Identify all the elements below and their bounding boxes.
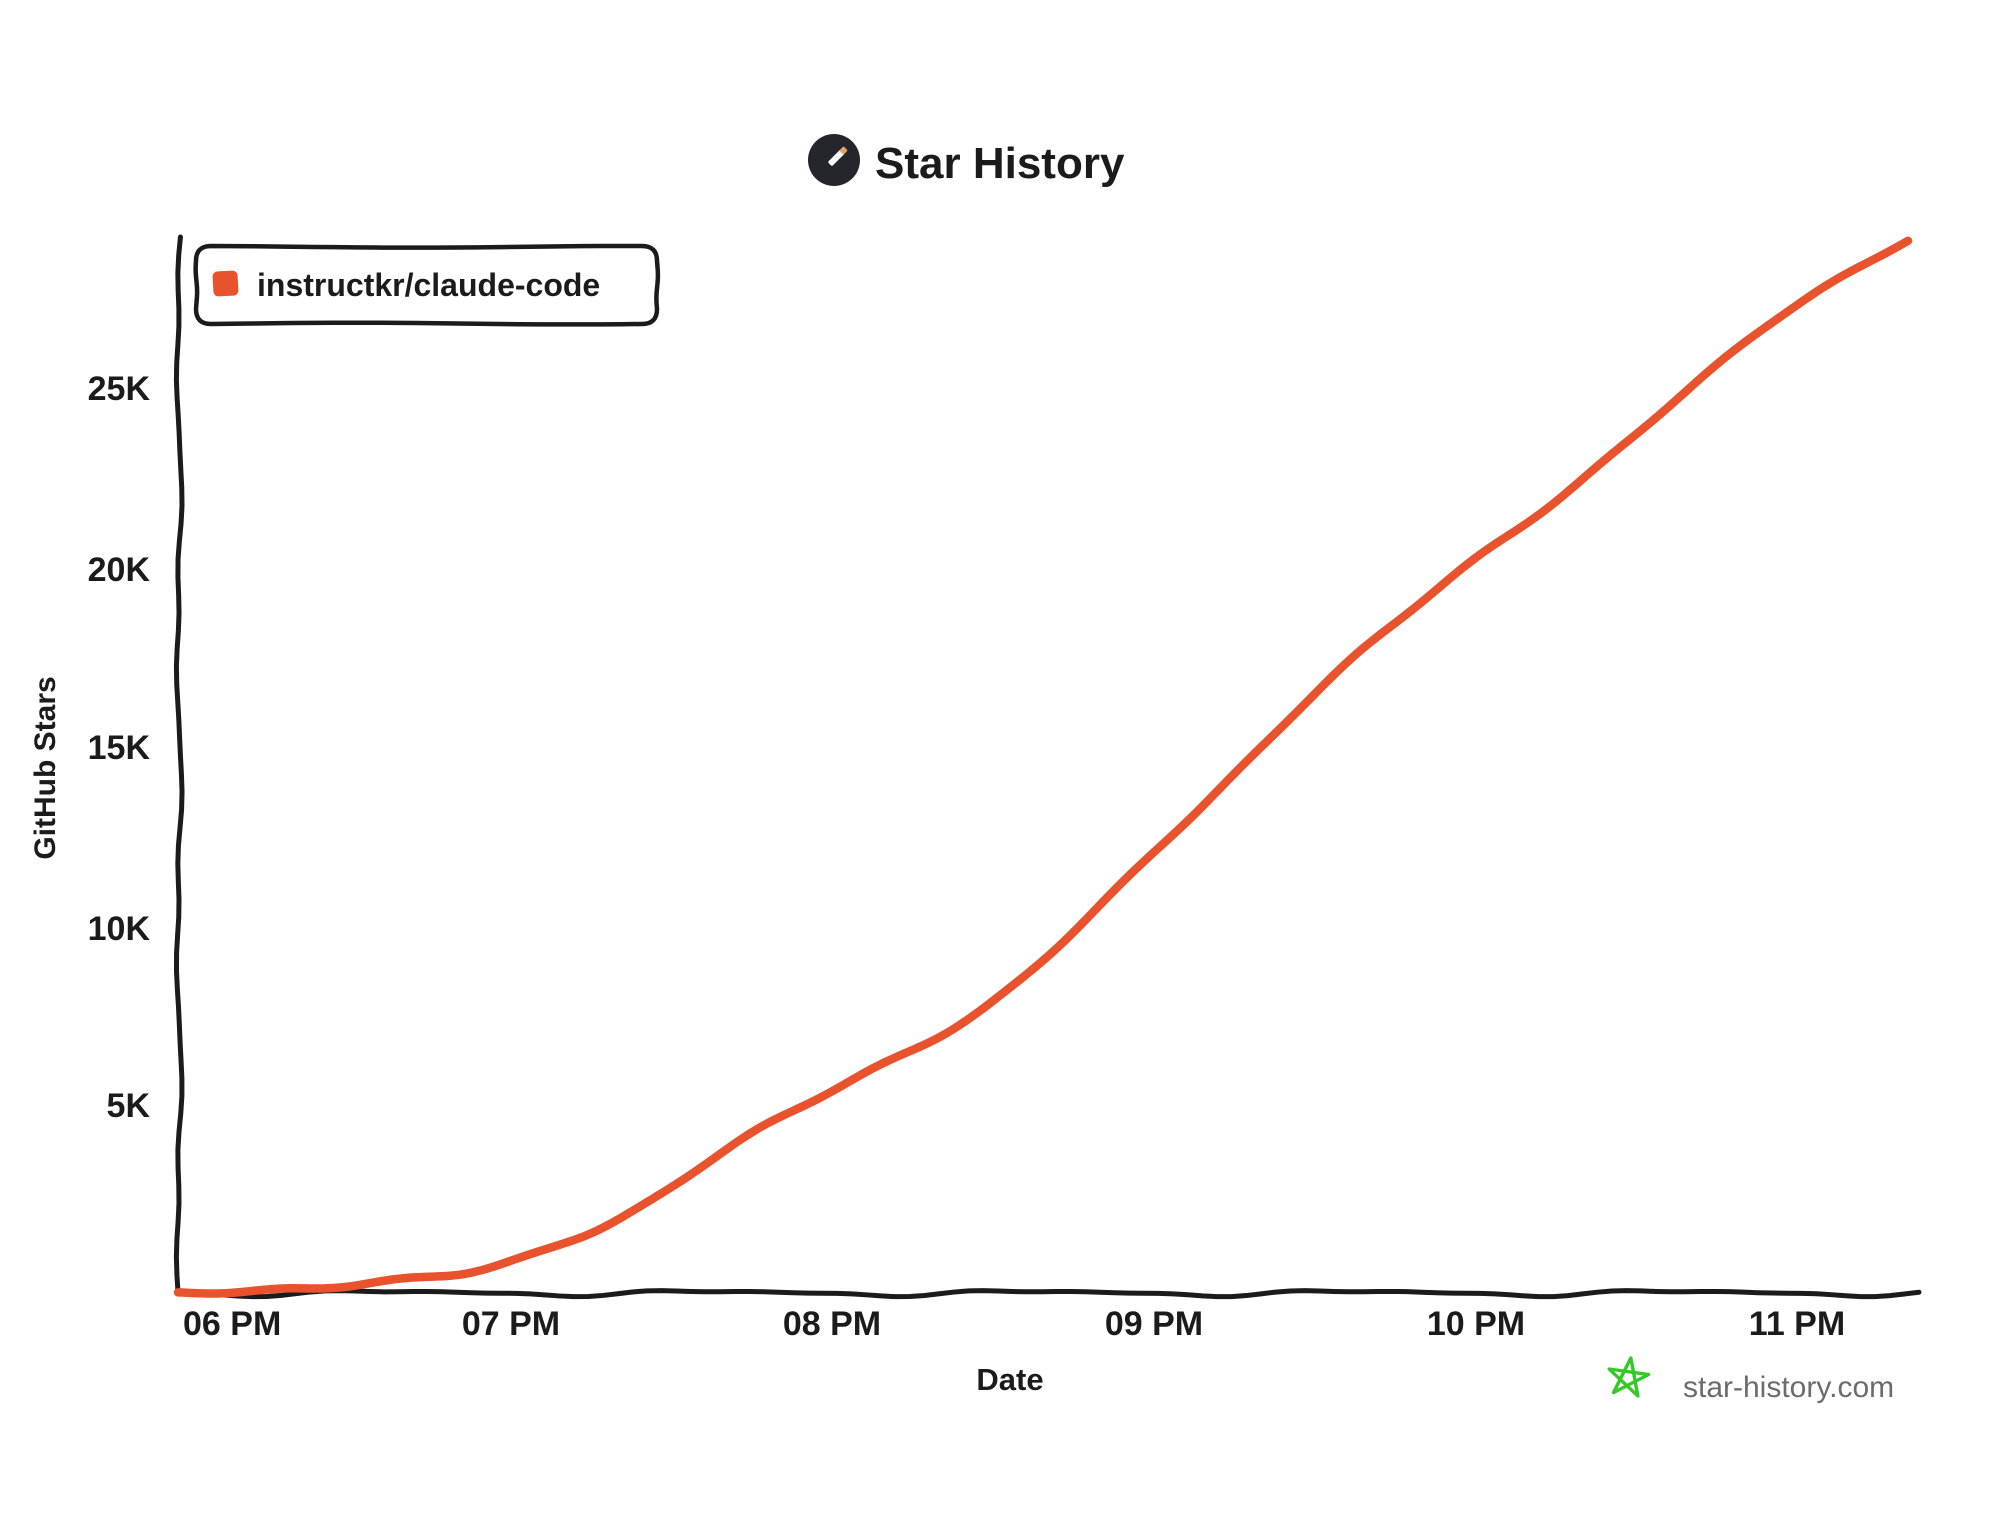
svg-text:instructkr/claude-code: instructkr/claude-code [257, 267, 600, 303]
svg-text:5K: 5K [107, 1087, 151, 1125]
svg-text:07 PM: 07 PM [462, 1305, 560, 1343]
svg-text:GitHub Stars: GitHub Stars [29, 676, 62, 859]
svg-text:10K: 10K [88, 910, 151, 948]
svg-text:25K: 25K [88, 370, 151, 408]
svg-text:10 PM: 10 PM [1427, 1305, 1525, 1343]
svg-text:06 PM: 06 PM [183, 1305, 281, 1343]
svg-text:09 PM: 09 PM [1105, 1305, 1203, 1343]
svg-text:08 PM: 08 PM [783, 1305, 881, 1343]
svg-text:20K: 20K [88, 551, 151, 589]
svg-text:15K: 15K [88, 729, 151, 767]
svg-text:Star History: Star History [875, 139, 1125, 188]
svg-text:Date: Date [976, 1362, 1043, 1397]
svg-text:11 PM: 11 PM [1749, 1305, 1845, 1343]
svg-text:star-history.com: star-history.com [1683, 1371, 1894, 1404]
